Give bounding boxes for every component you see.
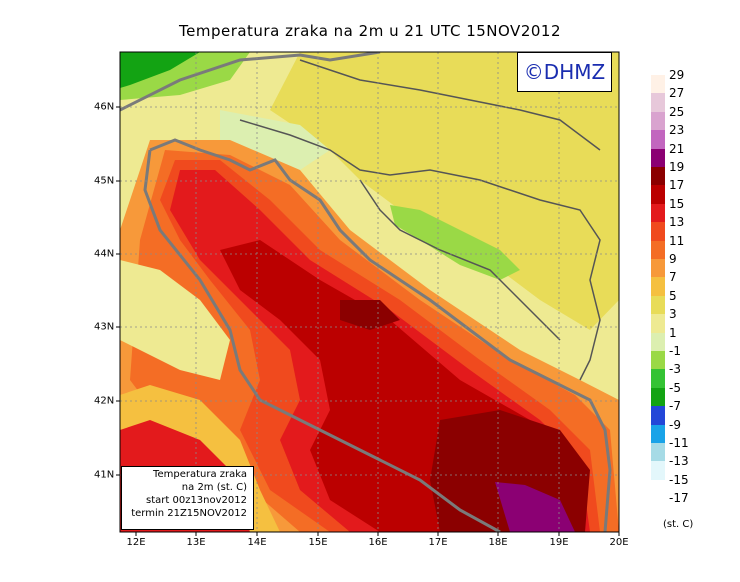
legend-swatch xyxy=(651,461,665,480)
legend-label: 23 xyxy=(669,123,685,138)
legend-swatch xyxy=(651,259,665,278)
axis-ticks xyxy=(116,106,620,536)
x-tick-label: 14E xyxy=(247,537,267,548)
x-tick-label: 12E xyxy=(126,537,146,548)
legend-label: -9 xyxy=(669,417,681,432)
legend-label: -15 xyxy=(669,472,689,487)
legend-label: -1 xyxy=(669,344,681,358)
legend-swatch xyxy=(651,424,665,443)
legend-label: 19 xyxy=(669,160,685,174)
x-tick-label: 13E xyxy=(186,537,206,548)
y-tick-label: 42N xyxy=(94,395,115,407)
legend-swatch xyxy=(651,167,665,186)
temperature-field xyxy=(120,52,619,532)
legend-swatch xyxy=(651,75,665,94)
info-box: Temperatura zraka na 2m (st. C) start 00… xyxy=(121,466,254,530)
legend-swatch xyxy=(651,387,665,407)
coastline xyxy=(120,52,612,532)
legend-swatch xyxy=(651,406,665,425)
borders xyxy=(239,59,601,381)
legend-label: 3 xyxy=(669,307,677,322)
zone-north-very-cold xyxy=(120,52,200,88)
info-line-2: na 2m (st. C) xyxy=(181,482,247,493)
y-tick-label: 41N xyxy=(94,469,115,481)
x-tick-label: 17E xyxy=(428,537,448,548)
y-tick-label: 45N xyxy=(94,175,115,187)
legend-swatch xyxy=(651,332,665,351)
zone-interior-cold xyxy=(390,205,520,280)
y-tick-label: 46N xyxy=(94,101,115,113)
x-tick-label: 20E xyxy=(609,537,629,548)
info-line-3: start 00z13nov2012 xyxy=(146,495,247,506)
legend-label: 11 xyxy=(669,233,685,248)
legend-label: 13 xyxy=(669,215,685,230)
y-tick-label: 44N xyxy=(94,248,115,260)
legend-swatch xyxy=(651,479,665,499)
legend-label: 25 xyxy=(669,104,685,119)
legend-swatch xyxy=(651,277,665,296)
legend-label: -13 xyxy=(669,454,689,469)
graticule xyxy=(120,52,619,532)
zone-sea-21 xyxy=(495,482,575,532)
zone-west-sea xyxy=(120,260,230,380)
legend-swatch xyxy=(651,240,665,259)
legend-swatch xyxy=(651,130,665,149)
legend-label: -5 xyxy=(669,380,681,395)
legend-label: 1 xyxy=(669,325,677,340)
legend-label: 15 xyxy=(669,196,685,211)
legend-label: -7 xyxy=(669,399,681,414)
legend-label: -17 xyxy=(669,491,689,506)
legend-label: 5 xyxy=(669,288,677,303)
legend-swatch xyxy=(651,295,665,315)
legend-label: 17 xyxy=(669,178,685,193)
info-line-4: termin 21Z15NOV2012 xyxy=(131,508,247,519)
legend-swatch xyxy=(651,314,665,333)
legend-swatch xyxy=(651,93,665,112)
zone-inland-5 xyxy=(270,52,619,330)
x-tick-label: 19E xyxy=(549,537,569,548)
legend-label: 21 xyxy=(669,141,685,156)
legend-swatch xyxy=(651,222,665,241)
x-tick-label: 16E xyxy=(368,537,388,548)
map-frame xyxy=(119,51,620,533)
zone-sea-19-b xyxy=(340,300,400,330)
info-line-1: Temperatura zraka xyxy=(153,469,247,480)
legend-label: -3 xyxy=(669,362,681,377)
y-tick-label: 43N xyxy=(94,321,115,333)
legend-swatch xyxy=(651,148,665,167)
legend-swatch xyxy=(651,369,665,388)
legend-label: 29 xyxy=(669,68,685,82)
legend-swatch xyxy=(651,111,665,131)
legend-swatch xyxy=(651,351,665,370)
dhmz-logo: ©DHMZ xyxy=(517,52,612,92)
legend-unit: (st. C) xyxy=(663,519,694,530)
legend-swatch xyxy=(651,185,665,204)
legend-label: 9 xyxy=(669,252,677,266)
legend-label: 7 xyxy=(669,270,677,285)
legend-label: -11 xyxy=(669,436,689,450)
map-title: Temperatura zraka na 2m u 21 UTC 15NOV20… xyxy=(178,22,561,40)
legend-label: 27 xyxy=(669,86,685,101)
legend-swatch xyxy=(651,443,665,462)
legend-swatch xyxy=(651,203,665,223)
x-tick-label: 18E xyxy=(488,537,508,548)
x-tick-label: 15E xyxy=(308,537,328,548)
